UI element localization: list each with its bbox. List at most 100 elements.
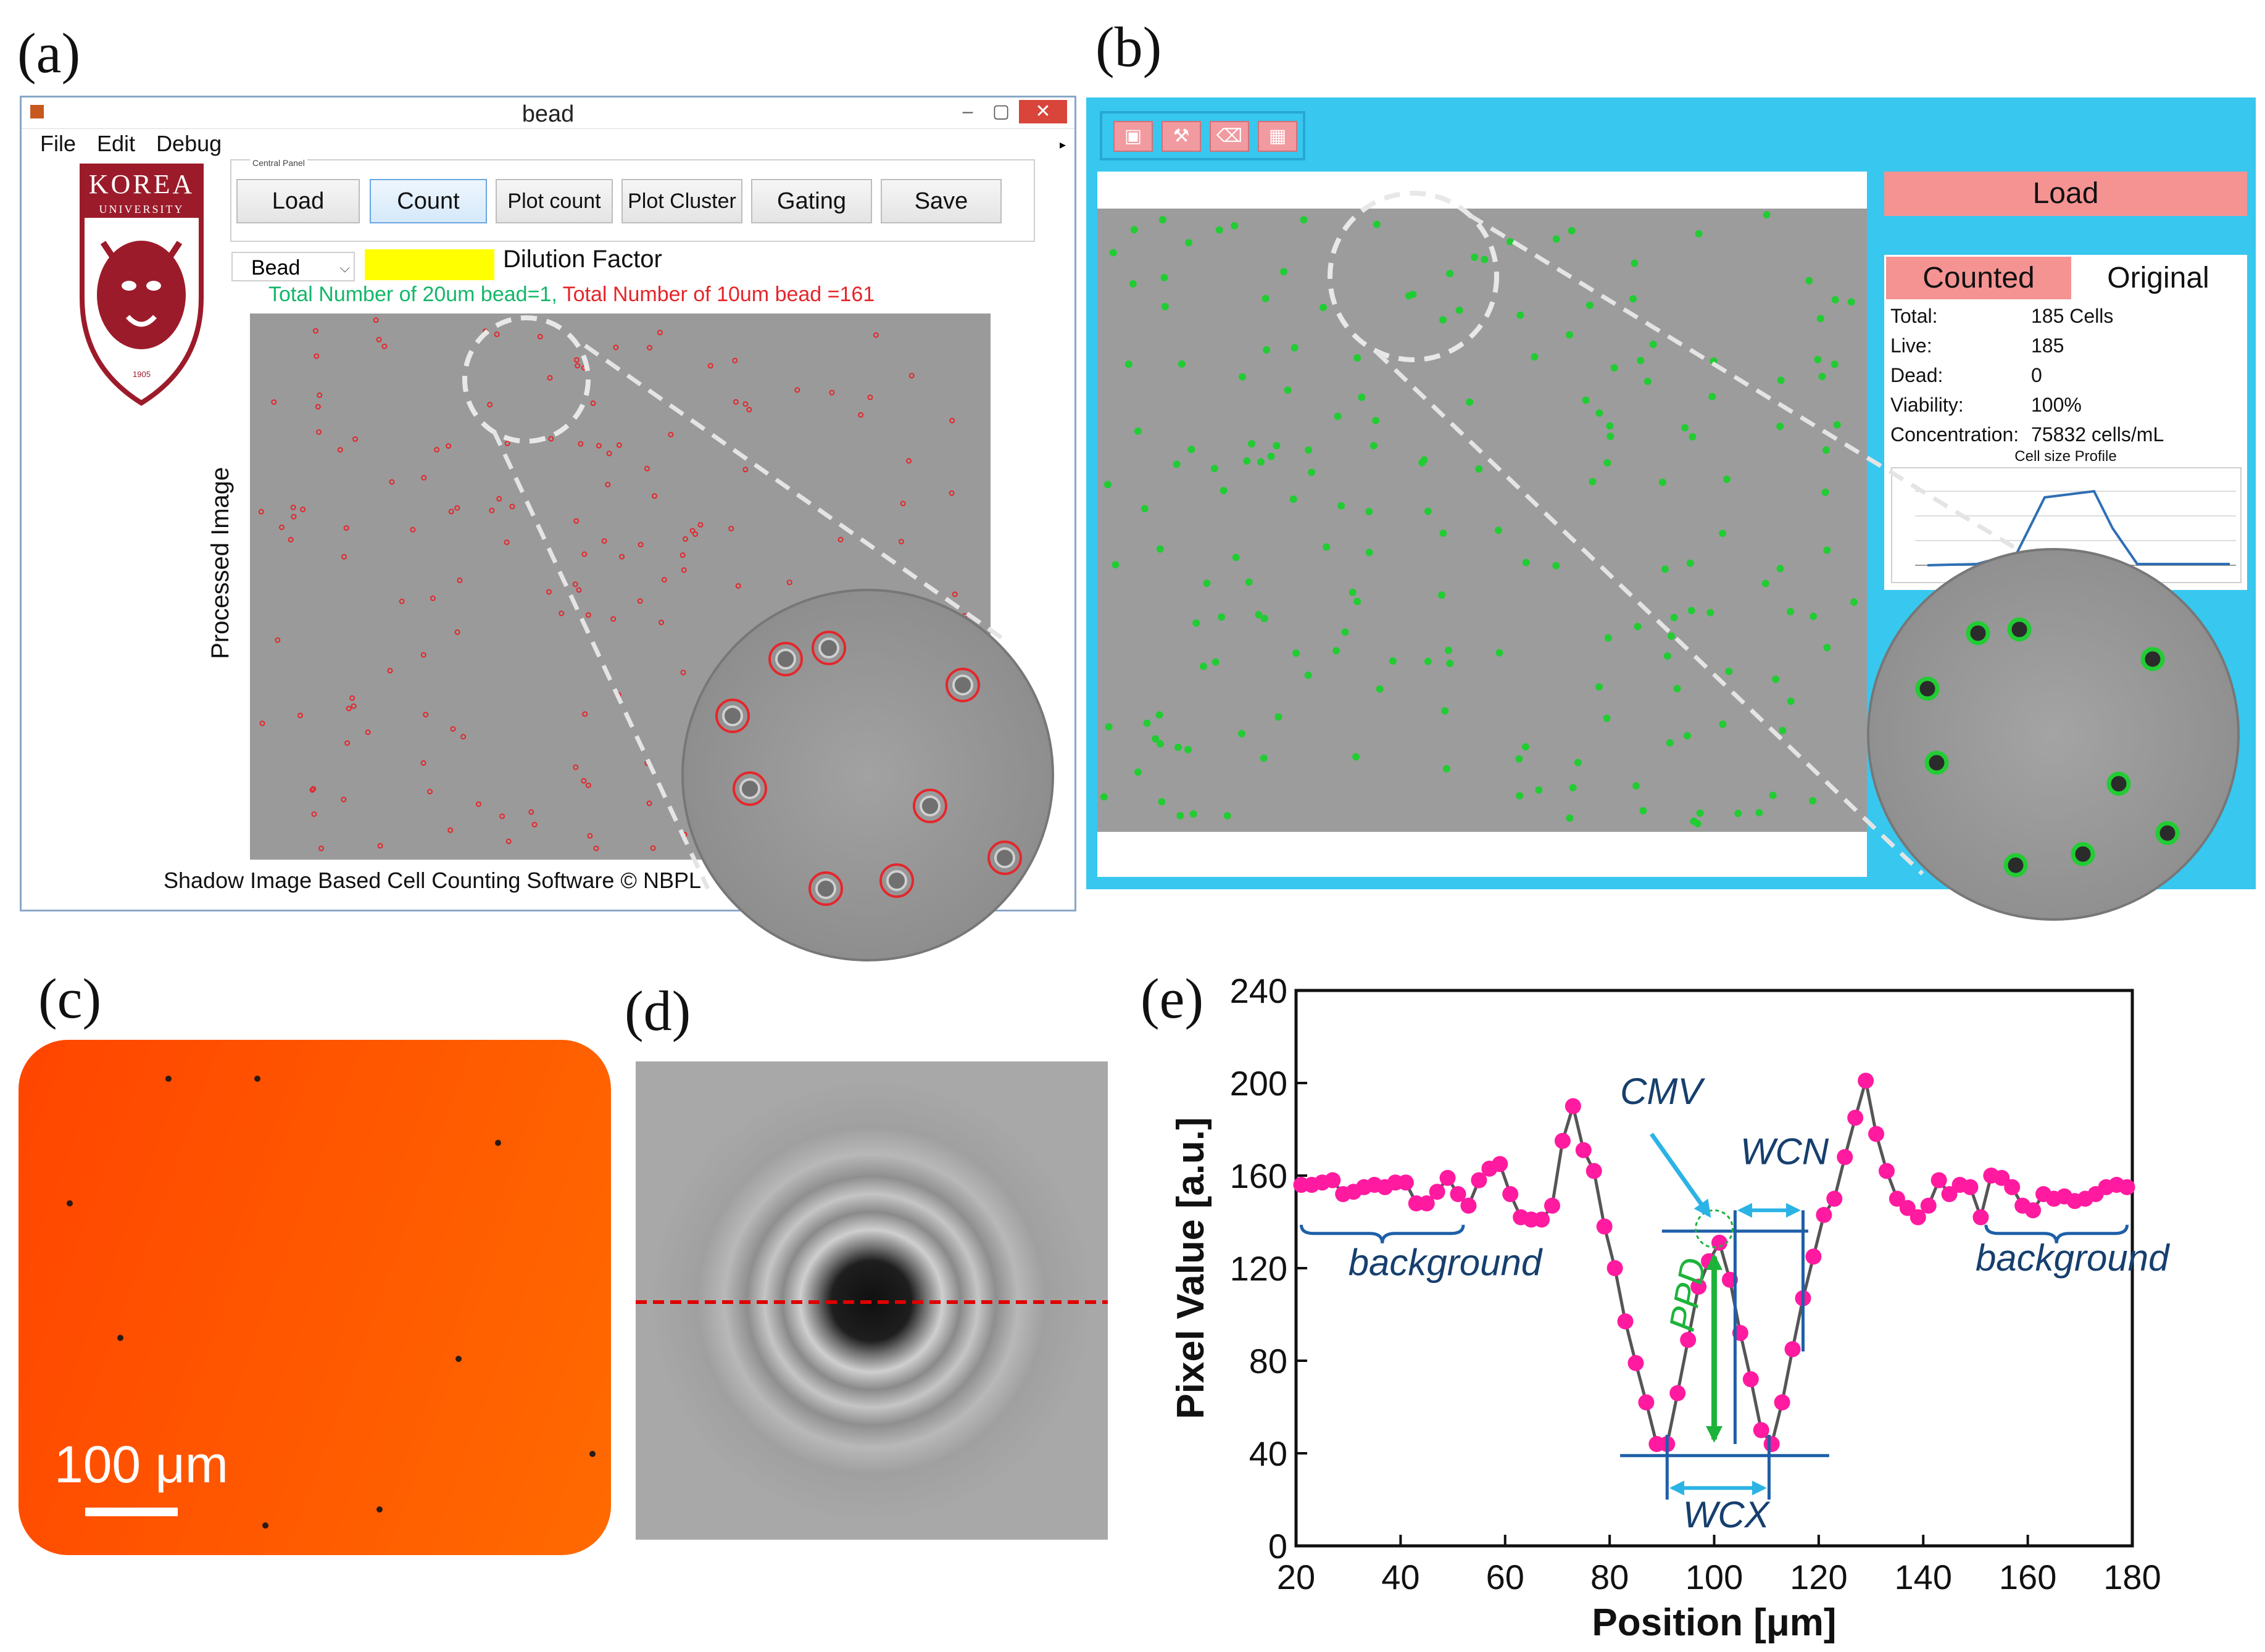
wrench-icon[interactable]: ⚒ [1162,121,1201,152]
magnified-bead [952,674,973,695]
counted-bead-mark [689,528,696,534]
counted-cell-mark [1481,255,1489,264]
plot-cluster-button[interactable]: Plot Cluster [621,179,742,223]
counted-cell-mark [1719,529,1727,538]
counted-cell-mark [1631,259,1639,267]
cmv-circle [1695,1209,1734,1248]
counted-cell-mark [1442,765,1450,773]
menu-file[interactable]: File [40,131,77,156]
counted-cell-mark [1353,597,1361,605]
counted-bead-mark [680,670,686,676]
counted-bead-mark [509,504,515,510]
magnified-cell [1915,676,1940,701]
counted-cell-mark [1215,226,1223,234]
counted-cell-mark [1755,809,1763,816]
logo-title: KOREA [88,169,195,199]
counted-cell-mark [1772,675,1780,683]
counted-bead-mark [728,526,734,532]
counted-cell-mark [1263,346,1271,354]
counted-bead-mark [573,518,580,524]
counted-cell-mark [1210,465,1218,473]
bright-field-image: 100 μm [19,1040,611,1555]
counted-bead-mark [317,392,323,398]
counted-bead-mark [381,343,388,349]
data-point [1837,1149,1853,1165]
erase-icon[interactable]: ⌫ [1210,121,1249,152]
y-tick-label: 0 [1268,1527,1287,1566]
magnified-cell [2140,647,2165,671]
counted-cell-mark [1831,296,1839,304]
counted-bead-mark [837,537,844,542]
count-button[interactable]: Count [370,179,487,223]
gating-button[interactable]: Gating [751,179,872,223]
save-button[interactable]: Save [881,179,1002,223]
counted-bead-mark [559,610,565,616]
data-point [1920,1197,1937,1214]
cell-counter-window: ▣ ⚒ ⌫ ▦ Load Counted Original Total: 185 … [1086,98,2256,889]
load-button-b[interactable]: Load [1884,172,2247,216]
chevron-down-icon: ⌵ [339,260,350,275]
x-tick-label: 80 [1590,1558,1629,1596]
zoom-arrow-b-left [1374,350,1924,876]
counted-cell-mark [1176,811,1184,820]
counted-cell-mark [1595,409,1603,417]
counted-cell-mark [1606,433,1615,441]
counted-bead-mark [291,513,297,520]
counted-bead-mark [259,720,265,726]
counted-bead-mark [346,705,352,712]
info-live-label: Live: [1890,334,1932,357]
magnified-bead [818,637,839,658]
counted-cell-mark [1831,360,1839,368]
tab-counted[interactable]: Counted [1886,257,2071,299]
close-icon[interactable]: ✕ [1019,100,1067,123]
counted-cell-mark [1761,579,1769,587]
counted-bead-mark [742,401,749,407]
counted-bead-mark [349,695,355,701]
counted-cell-mark [1637,357,1645,365]
dilution-factor-input[interactable] [365,249,494,280]
tab-original[interactable]: Original [2071,257,2245,299]
data-point [1544,1197,1560,1214]
data-point [1941,1186,1958,1202]
plot-count-button[interactable]: Plot count [496,179,613,223]
toolbar: ▣ ⚒ ⌫ ▦ [1100,111,1305,160]
counted-bead-mark [606,450,612,457]
counted-bead-mark [387,668,393,674]
save-icon[interactable]: ▣ [1113,121,1153,152]
result-summary: Total: 185 Cells Live: 185 Dead: 0 Viabilit… [1884,301,2247,590]
magnified-beads-a [715,631,1022,906]
counted-bead-mark [949,490,955,496]
counted-bead-mark [365,729,371,735]
counted-cell-mark [1708,392,1716,401]
counted-cell-mark [1292,649,1300,657]
panel-label-e: (e) [1141,967,1204,1030]
counted-cell-mark [1569,784,1577,792]
magnified-bead-ring [768,642,803,676]
counted-cell-mark [1143,719,1151,727]
counted-bead-mark [399,599,405,604]
magnified-cell [1924,750,1949,775]
magnified-bead-ring [913,789,947,823]
bead-type-select[interactable]: Bead ⌵ [231,252,355,281]
data-point [1690,1279,1707,1295]
counted-cell-mark [1604,634,1612,642]
counted-bead-mark [537,334,543,340]
maximize-icon[interactable]: ▢ [992,101,1010,122]
counted-bead-mark [616,442,622,448]
minimize-icon[interactable]: – [962,101,973,122]
window-title: bead [522,101,575,127]
data-point [1858,1073,1874,1089]
magnified-bead-ring [879,863,914,898]
counted-bead-mark [697,521,704,528]
menu-arrow-icon[interactable]: ▸ [1059,138,1066,152]
magnified-cells-b [1915,617,2180,878]
menu-debug[interactable]: Debug [156,131,222,156]
counted-cell-mark [1663,652,1671,660]
grid-icon[interactable]: ▦ [1258,121,1297,152]
counted-cell-mark [1552,562,1560,570]
bead-dot [254,1076,260,1082]
load-button[interactable]: Load [236,179,360,223]
counted-cell-mark [1232,554,1240,562]
menu-edit[interactable]: Edit [97,131,136,156]
counted-bead-mark [900,500,906,507]
